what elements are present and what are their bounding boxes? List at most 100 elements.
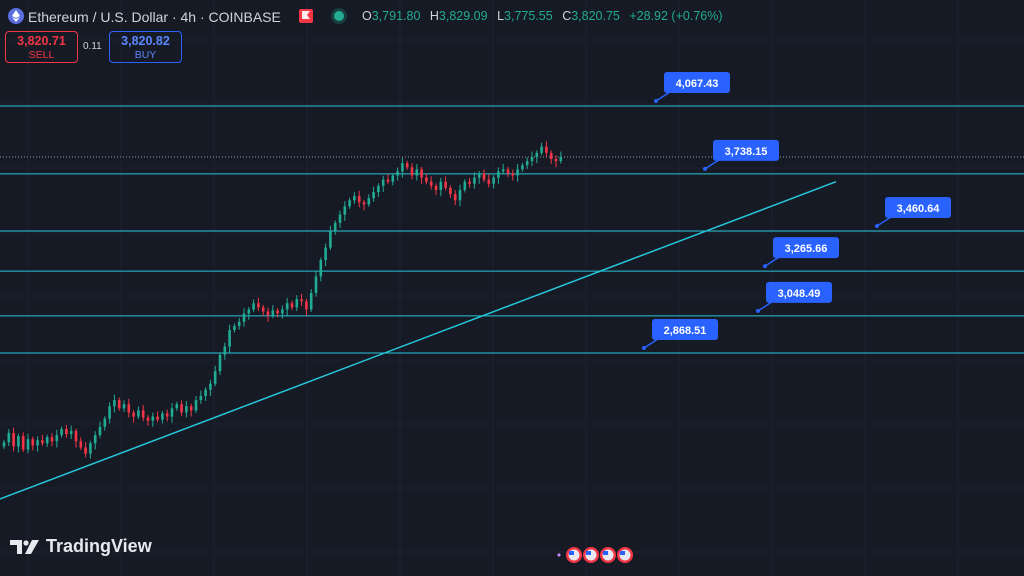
candle: [132, 409, 135, 423]
candle: [516, 163, 519, 182]
candle: [252, 299, 255, 312]
us-flag-icon: [600, 547, 616, 563]
candle: [300, 293, 303, 307]
spread-value: 0.11: [83, 41, 102, 52]
svg-text:2,868.51: 2,868.51: [664, 325, 707, 337]
candle: [415, 163, 419, 181]
candle: [271, 305, 275, 319]
candle: [309, 289, 313, 312]
tradingview-mark-icon: [10, 539, 39, 554]
candle: [396, 167, 399, 181]
candle: [511, 169, 515, 181]
svg-text:3,460.64: 3,460.64: [897, 203, 941, 215]
candle: [501, 163, 505, 174]
event-flags[interactable]: [556, 545, 638, 565]
candle: [343, 201, 347, 221]
candle: [257, 297, 260, 312]
candle: [492, 175, 495, 189]
candle: [228, 324, 231, 353]
candle: [434, 183, 438, 195]
candle: [93, 431, 97, 450]
candle: [185, 400, 188, 418]
candle: [487, 174, 491, 188]
us-flag-icon: [583, 547, 599, 563]
candle: [429, 176, 433, 190]
candle: [65, 425, 68, 438]
candle: [242, 308, 246, 327]
price-level-label[interactable]: 4,067.43: [654, 72, 730, 103]
candle: [405, 160, 409, 170]
candle: [554, 155, 558, 168]
buy-price: 3,820.82: [121, 34, 170, 48]
candle: [338, 210, 342, 228]
symbol-title[interactable]: Ethereum / U.S. Dollar · 4h · COINBASE: [28, 9, 281, 25]
open-value: 3,791.80: [371, 9, 421, 23]
candle: [453, 190, 457, 206]
candle: [314, 271, 318, 297]
sell-button[interactable]: 3,820.71 SELL: [5, 31, 78, 63]
candle: [194, 396, 198, 413]
candle: [26, 433, 30, 454]
candle: [79, 437, 83, 450]
candle: [199, 390, 203, 404]
high-value: 3,829.09: [438, 9, 488, 23]
candle: [117, 397, 121, 411]
candle: [420, 166, 423, 184]
candle: [367, 194, 371, 207]
candle: [281, 305, 284, 319]
us-flag-icon: [617, 547, 633, 563]
candle: [559, 151, 563, 164]
candle: [21, 432, 25, 452]
candle: [204, 387, 207, 401]
svg-text:3,738.15: 3,738.15: [725, 146, 768, 158]
candle: [113, 394, 116, 413]
candle: [12, 427, 15, 452]
price-level-labels: 4,067.43 3,738.15 3,460.64 3,265.66 3,048.49…: [642, 72, 951, 350]
candle: [549, 150, 553, 164]
candle: [50, 433, 54, 447]
candle: [525, 157, 529, 169]
candle: [266, 307, 270, 322]
candle: [449, 185, 452, 198]
candle: [69, 425, 73, 440]
open-label: O: [362, 9, 372, 23]
price-level-label[interactable]: 2,868.51: [642, 319, 718, 350]
candle: [540, 142, 543, 156]
candles: [2, 141, 563, 459]
candle: [189, 403, 193, 417]
candle: [362, 199, 366, 211]
tradingview-logo: TradingView: [10, 536, 152, 557]
candle: [146, 415, 150, 426]
candle: [545, 141, 548, 157]
ohlc-readout: O3,791.80 H3,829.09 L3,775.55 C3,820.75 …: [362, 9, 729, 23]
price-level-label[interactable]: 3,460.64: [875, 197, 951, 229]
candle: [7, 429, 11, 447]
svg-text:3,265.66: 3,265.66: [785, 243, 828, 255]
candle: [521, 162, 524, 172]
candle: [180, 400, 183, 417]
sell-label: SELL: [28, 49, 55, 61]
ethereum-icon: [8, 8, 24, 24]
low-value: 3,775.55: [504, 9, 553, 23]
price-level-label[interactable]: 3,265.66: [763, 237, 839, 269]
buy-button[interactable]: 3,820.82 BUY: [109, 31, 182, 63]
candle: [237, 317, 241, 330]
candle: [2, 439, 6, 449]
buy-label: BUY: [134, 49, 157, 61]
candle: [31, 436, 35, 451]
candle: [463, 179, 467, 193]
flag-icon[interactable]: [299, 9, 313, 23]
candle: [218, 352, 222, 375]
candle: [74, 428, 78, 448]
candle: [45, 434, 49, 448]
candle: [410, 163, 414, 180]
price-level-label[interactable]: 3,048.49: [756, 281, 832, 313]
price-level-label[interactable]: 3,738.15: [703, 139, 779, 171]
candle: [386, 174, 390, 185]
us-flag-icon: [566, 547, 582, 563]
candle: [506, 166, 510, 178]
candle: [84, 442, 87, 458]
close-label: C: [562, 9, 572, 23]
trendline[interactable]: [0, 180, 837, 500]
